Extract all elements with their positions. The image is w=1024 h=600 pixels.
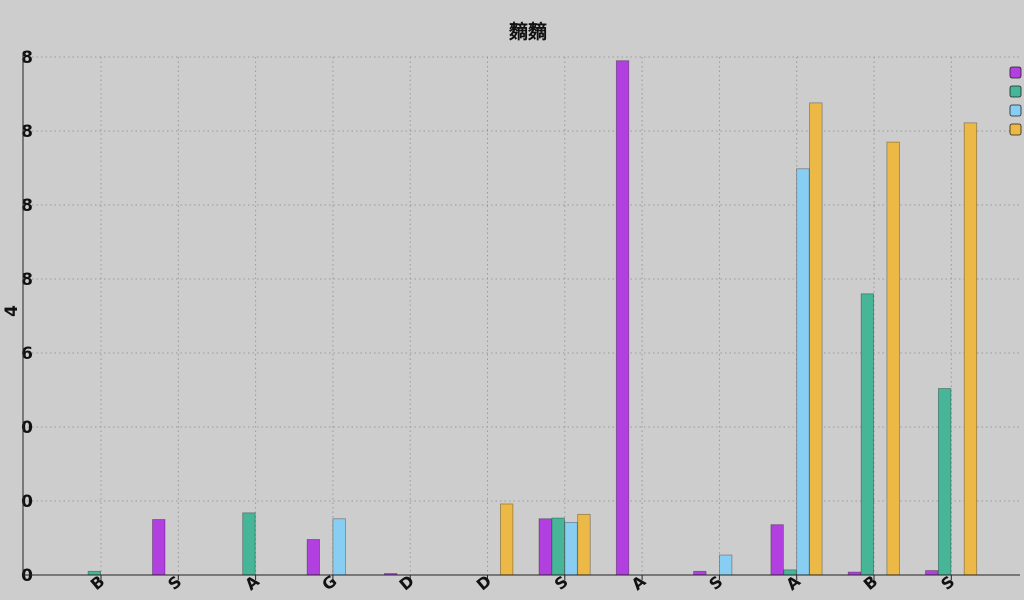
y-tick-label: 8 bbox=[21, 122, 33, 142]
y-tick-label: 0 bbox=[21, 566, 33, 586]
bar bbox=[693, 570, 707, 576]
chart-title: 䵂䵂 bbox=[508, 20, 547, 43]
y-tick-label: 8 bbox=[21, 270, 33, 290]
y-tick-label: 6 bbox=[21, 344, 33, 364]
bar bbox=[938, 388, 952, 576]
legend-swatch bbox=[1009, 104, 1022, 117]
bar bbox=[719, 554, 733, 576]
bar bbox=[332, 518, 346, 576]
y-tick-label: 8 bbox=[21, 196, 33, 216]
bar bbox=[860, 293, 874, 576]
legend bbox=[1009, 66, 1022, 136]
bar bbox=[499, 503, 514, 576]
bar bbox=[306, 539, 321, 576]
bar bbox=[577, 513, 591, 576]
bar bbox=[551, 517, 565, 576]
legend-swatch bbox=[1009, 85, 1022, 98]
bar bbox=[796, 168, 810, 576]
bar bbox=[615, 60, 630, 576]
legend-swatch bbox=[1009, 123, 1022, 136]
bar bbox=[152, 519, 166, 576]
bar bbox=[925, 570, 939, 576]
bars bbox=[87, 60, 978, 576]
y-tick-label: 0 bbox=[21, 418, 33, 438]
grid bbox=[23, 56, 1020, 575]
y-tick-label: 8 bbox=[21, 48, 33, 68]
bar bbox=[770, 524, 784, 576]
legend-swatch bbox=[1009, 66, 1022, 79]
bar bbox=[242, 512, 256, 576]
bar bbox=[564, 522, 578, 576]
bar bbox=[886, 141, 900, 576]
bar bbox=[963, 122, 978, 576]
bar bbox=[809, 102, 823, 576]
y-tick-label: 0 bbox=[21, 492, 33, 512]
y-axis-label: 4 bbox=[2, 305, 22, 317]
bar bbox=[538, 518, 552, 576]
